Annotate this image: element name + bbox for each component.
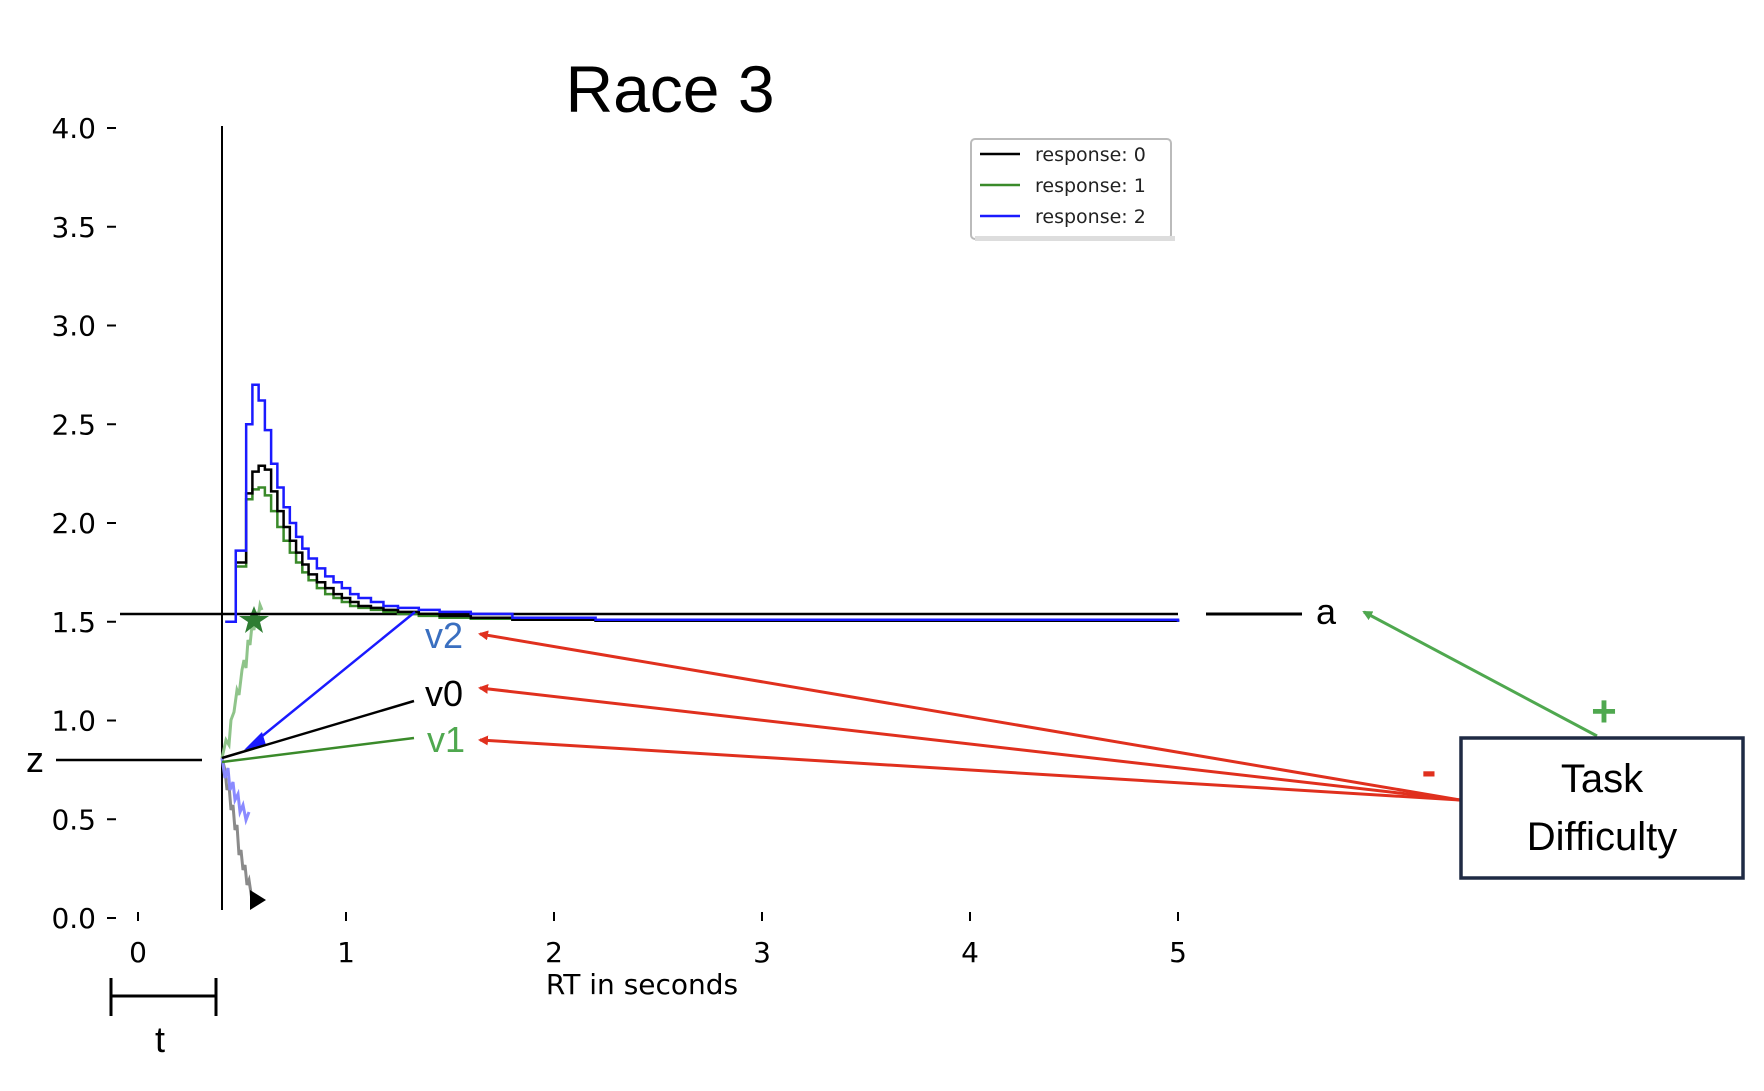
nondecision-time-brace	[109, 978, 218, 1016]
arrow-to-v0	[478, 683, 1461, 802]
drift-vector-v0	[221, 699, 415, 760]
x-axis: 0 1 2 3 4 5	[129, 912, 1187, 969]
y-tick-label: 3.5	[51, 211, 96, 244]
series-line-response-1	[225, 486, 1180, 623]
y-tick-label: 4.0	[51, 112, 96, 145]
legend-label-2: response: 2	[1035, 206, 1146, 228]
arrow-to-v2	[478, 630, 1461, 802]
drift-vector-v1	[221, 736, 415, 764]
start-point-z-label: z	[26, 739, 44, 780]
winner-star-marker	[239, 606, 269, 633]
end-triangle-marker	[250, 890, 266, 910]
x-axis-label: RT in seconds	[546, 968, 738, 1001]
legend-shadow	[975, 236, 1175, 241]
x-tick-label: 1	[337, 936, 355, 969]
x-tick-label: 0	[129, 936, 147, 969]
y-tick-label: 1.0	[51, 705, 96, 738]
trajectory-response-1	[220, 599, 264, 759]
arrow-to-a	[1362, 610, 1598, 738]
trajectory-response-2	[220, 757, 251, 826]
drift-label-v1: v1	[427, 719, 465, 760]
drift-vector-v2	[249, 611, 416, 747]
y-tick-label: 0.5	[51, 803, 96, 836]
chart-title: Race 3	[565, 52, 774, 126]
histogram-series	[225, 383, 1180, 623]
trajectory-response-0	[220, 757, 254, 901]
y-tick-label: 1.5	[51, 606, 96, 639]
boundary-a-label: a	[1316, 591, 1337, 632]
y-tick-label: 0.0	[51, 902, 96, 935]
x-tick-label: 2	[545, 936, 563, 969]
legend-label-1: response: 1	[1035, 175, 1146, 197]
arrow-to-v1	[478, 735, 1461, 802]
y-axis: 0.0 0.5 1.0 1.5 2.0 2.5 3.0 3.5 4.0	[51, 112, 116, 935]
x-tick-label: 5	[1169, 936, 1187, 969]
x-tick-label: 3	[753, 936, 771, 969]
legend-label-0: response: 0	[1035, 144, 1146, 166]
task-difficulty-box	[1459, 736, 1745, 880]
x-tick-label: 4	[961, 936, 979, 969]
y-tick-label: 3.0	[51, 310, 96, 343]
minus-sign: -	[1422, 746, 1437, 795]
y-tick-label: 2.5	[51, 408, 96, 441]
drift-label-v0: v0	[425, 673, 463, 714]
nondecision-time-t-label: t	[155, 1019, 165, 1060]
legend: response: 0 response: 1 response: 2	[970, 138, 1175, 241]
plus-sign: +	[1591, 687, 1617, 736]
y-tick-label: 2.0	[51, 507, 96, 540]
task-difficulty-line2: Difficulty	[1527, 815, 1677, 859]
task-difficulty-line1: Task	[1561, 757, 1644, 801]
series-line-response-2	[225, 383, 1180, 623]
series-line-response-0	[225, 464, 1180, 623]
drift-label-v2: v2	[425, 615, 463, 656]
